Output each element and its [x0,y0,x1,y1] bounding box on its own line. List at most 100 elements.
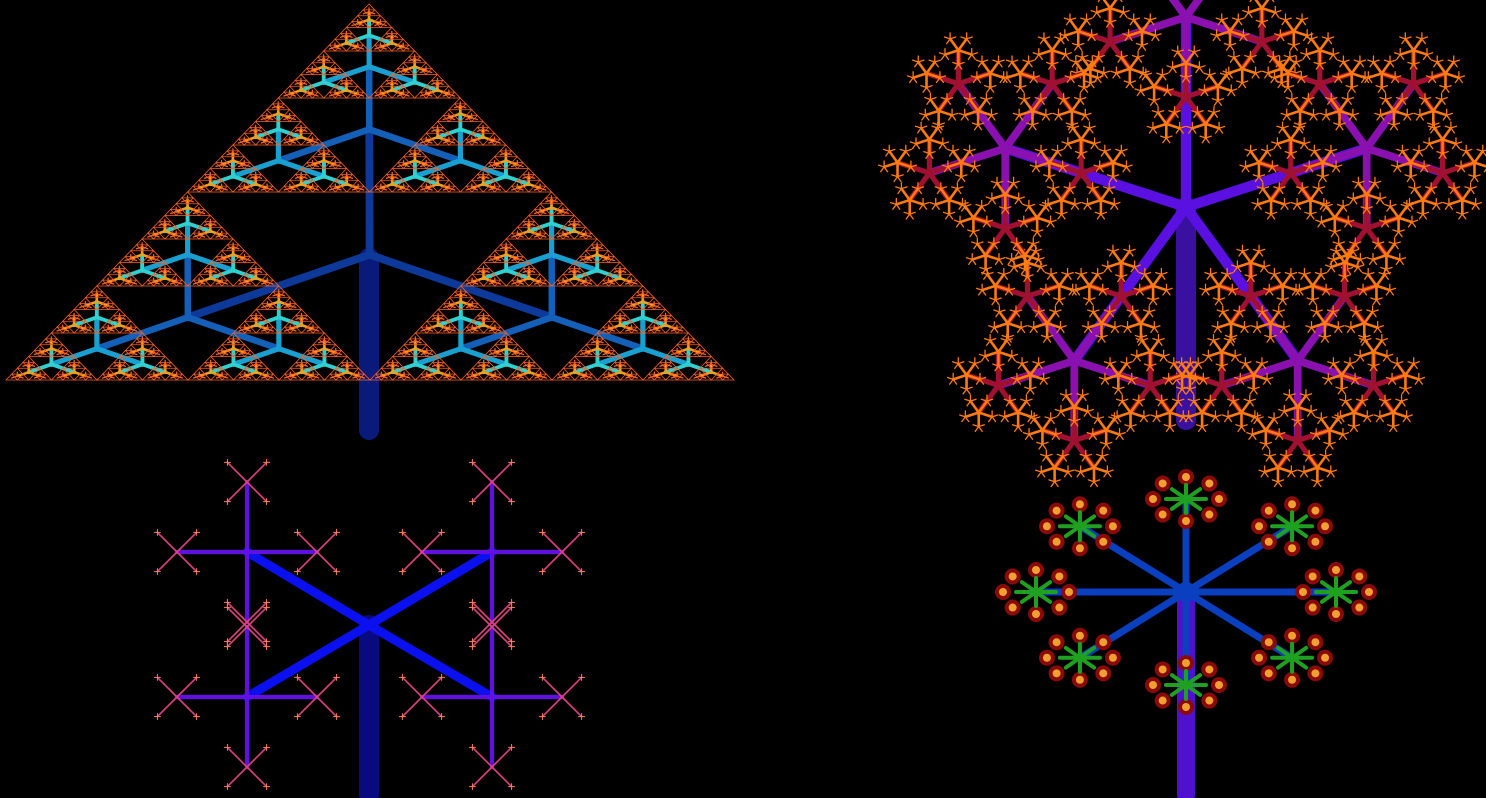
triangle-leaf [505,185,519,193]
leaf-spoke [1269,453,1276,457]
leaf-spoke [1266,376,1274,381]
triangle-leaf [607,267,621,275]
leaf-spoke [1249,56,1255,63]
leaf-spoke [1237,33,1245,37]
leaf-spoke [1054,408,1062,412]
leaf-spoke [1213,326,1219,334]
leaf-spoke [1440,112,1448,116]
leaf-spoke [1303,143,1309,150]
triangle-leaf [221,373,235,381]
triangle-leaf [277,326,292,334]
leaf-spoke [1173,125,1181,129]
leaf-spoke [1275,61,1281,68]
triangle-leaf [641,326,656,334]
leaf-spoke [1338,241,1345,245]
leaf-spoke [1336,432,1344,436]
leaf-spoke [1370,182,1376,189]
triangle-leaf [533,203,547,211]
triangle-leaf [27,373,42,381]
leaf-spoke [1449,61,1455,68]
leaf-spoke [1420,52,1428,56]
triangle-leaf [420,367,434,375]
triangle-leaf [493,162,507,169]
leaf-spoke [1283,203,1289,210]
triangle-leaf [84,291,98,299]
leaf-spoke [1103,70,1111,74]
triangle-leaf [203,261,218,269]
leaf-spoke [1327,378,1333,385]
triangle-leaf [232,279,246,287]
triangle-leaf [402,68,416,75]
leaf-spoke [1085,455,1090,462]
leaf-spoke [1327,38,1333,45]
leaf-spoke [1271,141,1279,145]
leaf-spoke [1444,84,1452,89]
triangle-leaf [357,185,371,193]
triangle-leaf [551,373,565,381]
triangle-leaf [425,91,439,99]
triangle-leaf [687,350,701,357]
triangle-leaf [141,338,155,346]
leaf-spoke [1260,148,1268,152]
leaf-spoke [1262,186,1270,190]
triangle-leaf [516,350,531,357]
leaf-spoke [1261,311,1267,318]
leaf-spoke [1051,433,1057,440]
leaf-spoke [1152,127,1158,134]
triangle-leaf [300,373,315,381]
triangle-leaf [482,185,496,193]
leaf-spoke [1131,378,1136,385]
leaf-spoke [1211,325,1219,329]
leaf-spoke [1040,469,1048,473]
triangle-leaf [33,367,47,375]
leaf-spoke [1125,361,1133,365]
leaf-spoke [1395,258,1401,265]
leaf-spoke [1124,35,1130,42]
triangle-leaf [487,179,502,187]
leaf-spoke [1305,52,1313,56]
triangle-leaf [283,367,297,375]
triangle-leaf [289,303,303,310]
leaf-spoke [974,425,980,432]
leaf-spoke [1435,201,1443,206]
leaf-spoke [986,271,994,276]
triangle-leaf [539,279,553,287]
leaf-spoke [1128,264,1136,268]
leaf-spoke [1036,150,1042,157]
triangle-leaf [73,326,87,334]
leaf-spoke [1418,96,1426,101]
leaf-spoke [1406,203,1414,207]
leaf-spoke [1013,264,1021,268]
leaf-spoke [1366,414,1374,418]
leaf-spoke [1198,65,1206,69]
leaf-spoke [1203,88,1211,92]
triangle-leaf [396,85,410,93]
leaf-spoke [1013,266,1019,273]
leaf-spoke [1153,99,1159,106]
leaf-spoke [1202,353,1210,357]
leaf-spoke [1075,289,1081,296]
leaf-spoke [1134,400,1140,407]
leaf-spoke [1226,287,1233,291]
leaf-spoke [1083,410,1089,417]
leaf-spoke [1276,143,1282,150]
leaf-spoke [1430,59,1438,63]
leaf-spoke [1100,378,1106,385]
triangle-leaf [305,132,320,140]
leaf-spoke [957,361,965,365]
triangle-leaf [664,361,679,369]
triangle-leaf [413,162,428,169]
leaf-spoke [1285,394,1291,402]
leaf-spoke [1295,75,1302,79]
leaf-spoke [1171,66,1177,74]
leaf-spoke [1263,471,1269,478]
leaf-spoke [1354,378,1360,385]
leaf-spoke [1325,287,1333,291]
leaf-spoke [1309,432,1317,436]
leaf-spoke [1046,273,1052,280]
leaf-spoke [1355,398,1363,402]
leaf-spoke [1379,414,1387,418]
leaf-spoke [1054,311,1060,318]
leaf-spoke [1392,425,1398,432]
leaf-spoke [1080,152,1086,159]
